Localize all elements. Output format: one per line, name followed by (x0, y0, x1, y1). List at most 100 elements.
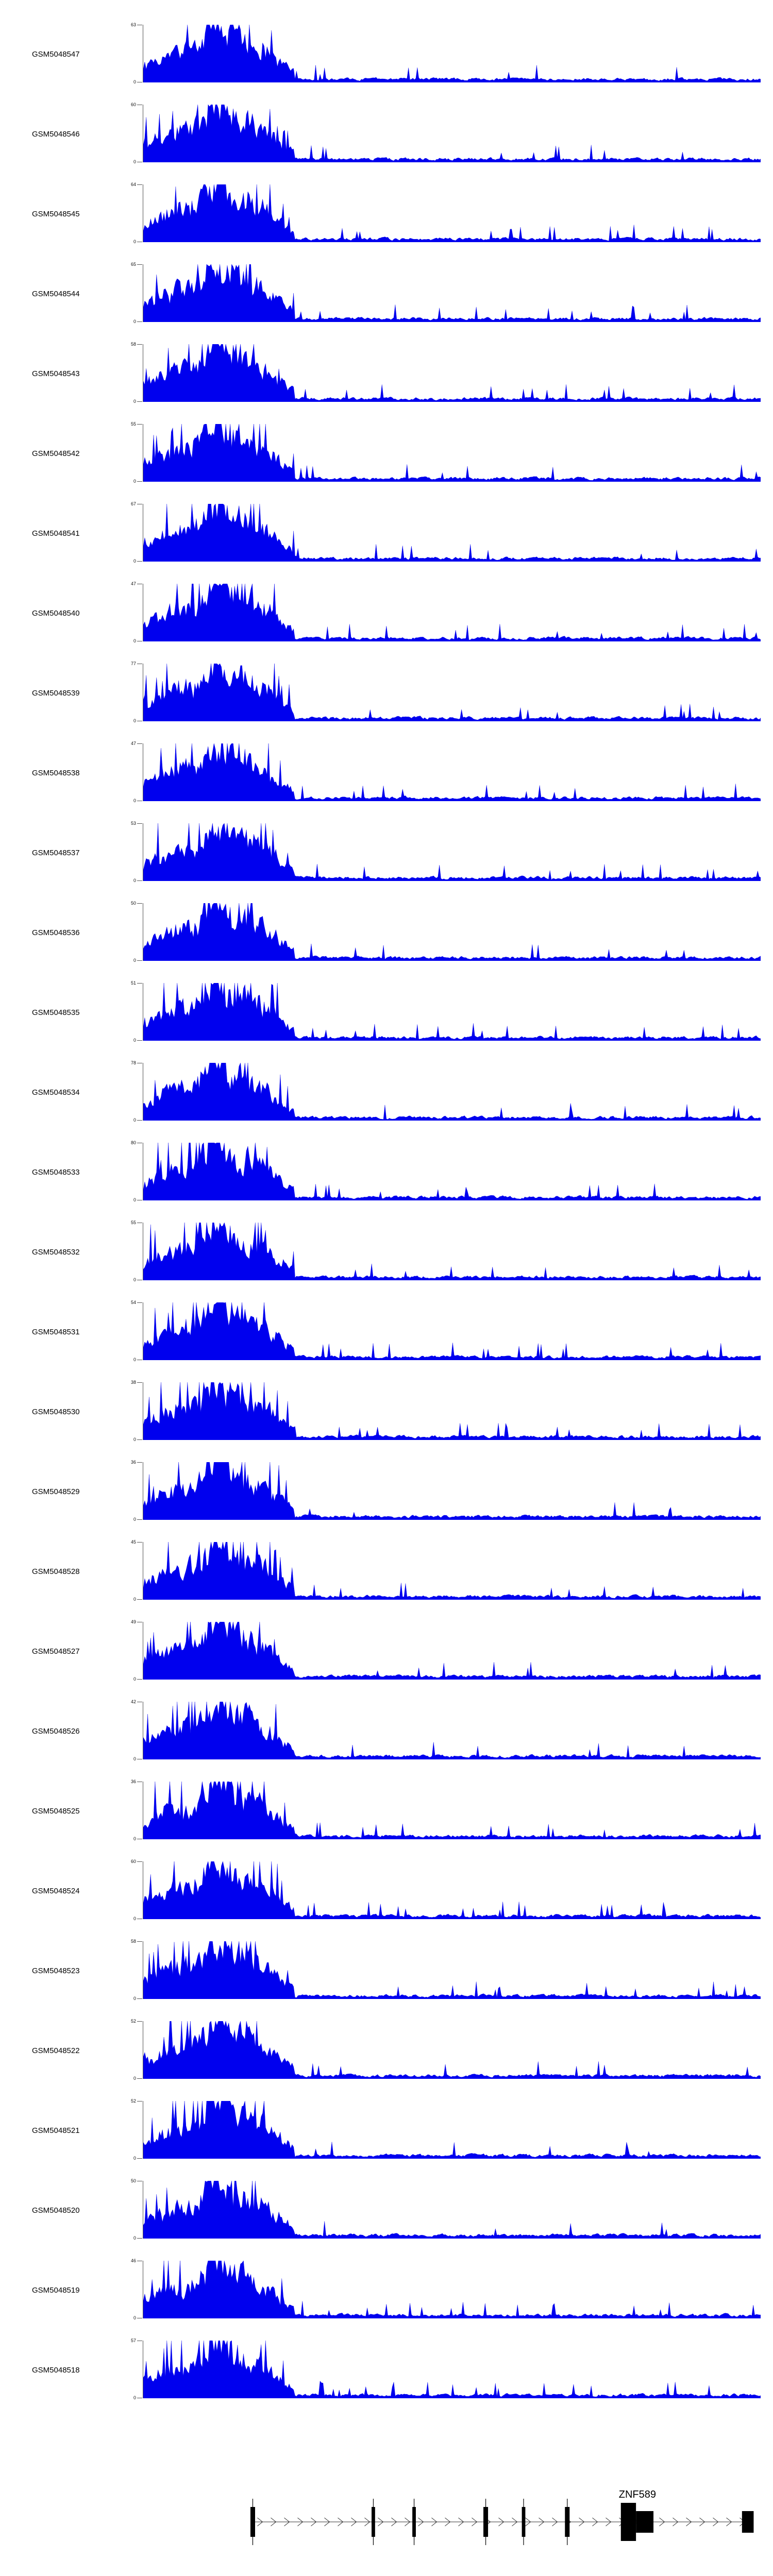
coverage-histogram[interactable] (143, 1143, 761, 1200)
track-y-axis: 55 0 (128, 1221, 143, 1282)
coverage-histogram[interactable] (143, 264, 761, 322)
coverage-histogram[interactable] (143, 2341, 761, 2398)
coverage-histogram[interactable] (143, 584, 761, 641)
y-axis-min-label: 0 (133, 2315, 136, 2320)
coverage-track-row[interactable]: GSM5048545 64 0 (0, 175, 773, 255)
y-axis-max-label: 60 (130, 1859, 136, 1864)
coverage-track-row[interactable]: GSM5048527 49 0 (0, 1613, 773, 1692)
coverage-track-row[interactable]: GSM5048541 67 0 (0, 495, 773, 574)
coverage-baseline (143, 1519, 761, 1520)
coverage-histogram[interactable] (143, 25, 761, 82)
track-y-axis: 38 0 (128, 1380, 143, 1442)
coverage-histogram[interactable] (143, 1622, 761, 1680)
y-axis-max-label: 50 (130, 901, 136, 906)
coverage-histogram[interactable] (143, 1063, 761, 1121)
y-axis-tick-min (137, 1519, 142, 1520)
y-axis-min-label: 0 (133, 1038, 136, 1043)
coverage-histogram[interactable] (143, 344, 761, 402)
coverage-histogram[interactable] (143, 743, 761, 801)
coverage-histogram[interactable] (143, 664, 761, 721)
coverage-histogram[interactable] (143, 1941, 761, 1999)
y-axis-tick-min (137, 1679, 142, 1680)
coverage-track-row[interactable]: GSM5048540 47 0 (0, 574, 773, 654)
track-sample-label: GSM5048521 (32, 2126, 80, 2135)
coverage-track-row[interactable]: GSM5048534 78 0 (0, 1054, 773, 1133)
coverage-baseline (143, 2158, 761, 2159)
y-axis-max-label: 49 (130, 1619, 136, 1624)
coverage-track-row[interactable]: GSM5048531 54 0 (0, 1293, 773, 1373)
coverage-track-row[interactable]: GSM5048543 58 0 (0, 335, 773, 415)
coverage-track-row[interactable]: GSM5048547 63 0 (0, 15, 773, 95)
y-axis-tick-max (137, 424, 142, 425)
track-y-axis: 54 0 (128, 1300, 143, 1362)
coverage-baseline (143, 1679, 761, 1680)
coverage-track-row[interactable]: GSM5048538 47 0 (0, 734, 773, 814)
coverage-histogram[interactable] (143, 504, 761, 562)
coverage-track-row[interactable]: GSM5048518 57 0 (0, 2331, 773, 2411)
y-axis-min-label: 0 (133, 399, 136, 404)
gene-annotation-track[interactable]: ZNF589 (0, 2483, 773, 2571)
y-axis-min-label: 0 (133, 1836, 136, 1841)
coverage-track-row[interactable]: GSM5048539 77 0 (0, 654, 773, 734)
coverage-track-row[interactable]: GSM5048532 55 0 (0, 1213, 773, 1293)
coverage-track-row[interactable]: GSM5048544 65 0 (0, 255, 773, 335)
coverage-histogram[interactable] (143, 1542, 761, 1600)
coverage-histogram[interactable] (143, 1702, 761, 1759)
coverage-track-row[interactable]: GSM5048535 51 0 (0, 974, 773, 1054)
coverage-histogram[interactable] (143, 1302, 761, 1360)
y-axis-min-label: 0 (133, 159, 136, 164)
coverage-track-row[interactable]: GSM5048542 55 0 (0, 415, 773, 495)
coverage-track-row[interactable]: GSM5048536 50 0 (0, 894, 773, 974)
coverage-track-row[interactable]: GSM5048528 45 0 (0, 1533, 773, 1613)
y-axis-max-label: 52 (130, 2098, 136, 2104)
coverage-track-row[interactable]: GSM5048546 60 0 (0, 95, 773, 175)
coverage-track-row[interactable]: GSM5048530 38 0 (0, 1373, 773, 1453)
y-axis-tick-max (137, 1861, 142, 1862)
y-axis-tick-max (137, 2101, 142, 2102)
coverage-histogram[interactable] (143, 1782, 761, 1839)
coverage-histogram[interactable] (143, 2101, 761, 2159)
y-axis-max-label: 63 (130, 22, 136, 27)
y-axis-tick-min (137, 1120, 142, 1121)
y-axis-min-label: 0 (133, 1437, 136, 1442)
track-y-axis: 36 0 (128, 1780, 143, 1841)
coverage-track-row[interactable]: GSM5048522 52 0 (0, 2012, 773, 2092)
coverage-histogram[interactable] (143, 105, 761, 162)
coverage-histogram[interactable] (143, 1223, 761, 1280)
y-axis-tick-min (137, 2238, 142, 2239)
coverage-track-row[interactable]: GSM5048537 53 0 (0, 814, 773, 894)
track-sample-label: GSM5048537 (32, 849, 80, 857)
coverage-histogram[interactable] (143, 983, 761, 1041)
coverage-track-row[interactable]: GSM5048524 60 0 (0, 1852, 773, 1932)
coverage-track-row[interactable]: GSM5048529 36 0 (0, 1453, 773, 1533)
coverage-histogram[interactable] (143, 2181, 761, 2239)
y-axis-min-label: 0 (133, 1916, 136, 1921)
track-sample-label: GSM5048524 (32, 1887, 80, 1895)
coverage-histogram[interactable] (143, 1861, 761, 1919)
coverage-track-row[interactable]: GSM5048520 50 0 (0, 2172, 773, 2251)
track-sample-label: GSM5048528 (32, 1567, 80, 1576)
coverage-baseline (143, 321, 761, 322)
y-axis-min-label: 0 (133, 958, 136, 963)
coverage-track-row[interactable]: GSM5048523 58 0 (0, 1932, 773, 2012)
coverage-histogram[interactable] (143, 823, 761, 881)
coverage-histogram[interactable] (143, 2021, 761, 2079)
coverage-baseline (143, 1439, 761, 1440)
coverage-histogram[interactable] (143, 2261, 761, 2318)
coverage-histogram[interactable] (143, 424, 761, 482)
coverage-track-row[interactable]: GSM5048519 46 0 (0, 2251, 773, 2331)
coverage-histogram[interactable] (143, 1382, 761, 1440)
y-axis-tick-min (137, 1040, 142, 1041)
coverage-track-row[interactable]: GSM5048526 42 0 (0, 1692, 773, 1772)
coverage-track-row[interactable]: GSM5048525 36 0 (0, 1772, 773, 1852)
coverage-histogram[interactable] (143, 184, 761, 242)
coverage-track-row[interactable]: GSM5048533 80 0 (0, 1133, 773, 1213)
coverage-histogram[interactable] (143, 1462, 761, 1520)
coverage-baseline (143, 2078, 761, 2079)
track-y-axis: 51 0 (128, 981, 143, 1043)
y-axis-tick-max (137, 903, 142, 904)
coverage-histogram[interactable] (143, 903, 761, 961)
coverage-track-row[interactable]: GSM5048521 52 0 (0, 2092, 773, 2172)
track-y-axis: 42 0 (128, 1700, 143, 1761)
